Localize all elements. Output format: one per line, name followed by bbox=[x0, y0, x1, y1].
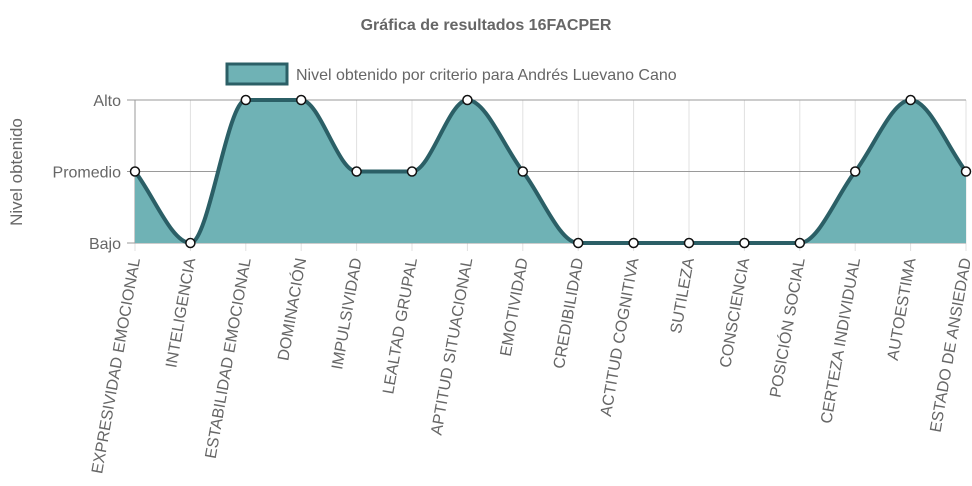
x-tick-label: APTITUD SITUACIONAL bbox=[428, 257, 476, 437]
x-tick-label: POSICIÓN SOCIAL bbox=[765, 256, 808, 399]
data-point[interactable] bbox=[794, 237, 806, 249]
x-tick-label: EXPRESIVIDAD EMOCIONAL bbox=[89, 257, 144, 475]
data-point[interactable] bbox=[849, 166, 861, 177]
data-point[interactable] bbox=[462, 94, 473, 106]
legend-label[interactable]: Nivel obtenido por criterio para Andrés … bbox=[296, 67, 677, 84]
y-axis: Bajo Promedio Alto bbox=[53, 93, 122, 253]
x-tick-label: ESTADO DE ANSIEDAD bbox=[928, 257, 972, 434]
x-tick-label: AUTOESTIMA bbox=[885, 256, 920, 361]
data-point[interactable] bbox=[683, 237, 695, 249]
x-axis: EXPRESIVIDAD EMOCIONAL INTELIGENCIA ESTABI… bbox=[89, 256, 972, 475]
x-tick-label: CREDIBILIDAD bbox=[551, 257, 587, 370]
data-points bbox=[129, 94, 972, 249]
data-point[interactable] bbox=[517, 166, 529, 177]
x-tick-label: LEALTAD GRUPAL bbox=[380, 257, 421, 396]
data-point[interactable] bbox=[628, 237, 639, 249]
y-tick-label: Alto bbox=[93, 93, 121, 110]
legend-swatch[interactable] bbox=[225, 62, 289, 86]
x-tick-label: DOMINACIÓN bbox=[273, 256, 310, 362]
x-tick-label: SUTILEZA bbox=[668, 256, 698, 335]
data-point[interactable] bbox=[351, 166, 362, 177]
y-tick-label: Promedio bbox=[53, 165, 122, 182]
area-fill bbox=[135, 100, 966, 243]
data-point[interactable] bbox=[572, 237, 584, 249]
data-point[interactable] bbox=[739, 237, 750, 249]
y-tick-label: Bajo bbox=[89, 236, 121, 253]
y-axis-title: Nivel obtenido bbox=[7, 118, 26, 226]
data-point[interactable] bbox=[295, 94, 307, 106]
x-tick-label: ESTABILIDAD EMOCIONAL bbox=[203, 257, 255, 460]
data-point[interactable] bbox=[185, 237, 196, 249]
x-tick-label: EMOTIVIDAD bbox=[498, 257, 532, 358]
chart-title: Gráfica de resultados 16FACPER bbox=[361, 17, 612, 34]
x-tick-label: IMPULSIVIDAD bbox=[329, 257, 365, 371]
data-point[interactable] bbox=[240, 94, 252, 106]
data-point[interactable] bbox=[960, 166, 972, 177]
data-point[interactable] bbox=[905, 94, 916, 106]
x-tick-label: CERTEZA INDIVIDUAL bbox=[818, 257, 864, 425]
data-point[interactable] bbox=[129, 166, 141, 177]
x-tick-label: INTELIGENCIA bbox=[163, 256, 199, 369]
x-tick-label: CONSCIENCIA bbox=[717, 256, 753, 369]
x-tick-label: ACTITUD COGNITIVA bbox=[598, 256, 643, 417]
data-point[interactable] bbox=[406, 166, 418, 177]
